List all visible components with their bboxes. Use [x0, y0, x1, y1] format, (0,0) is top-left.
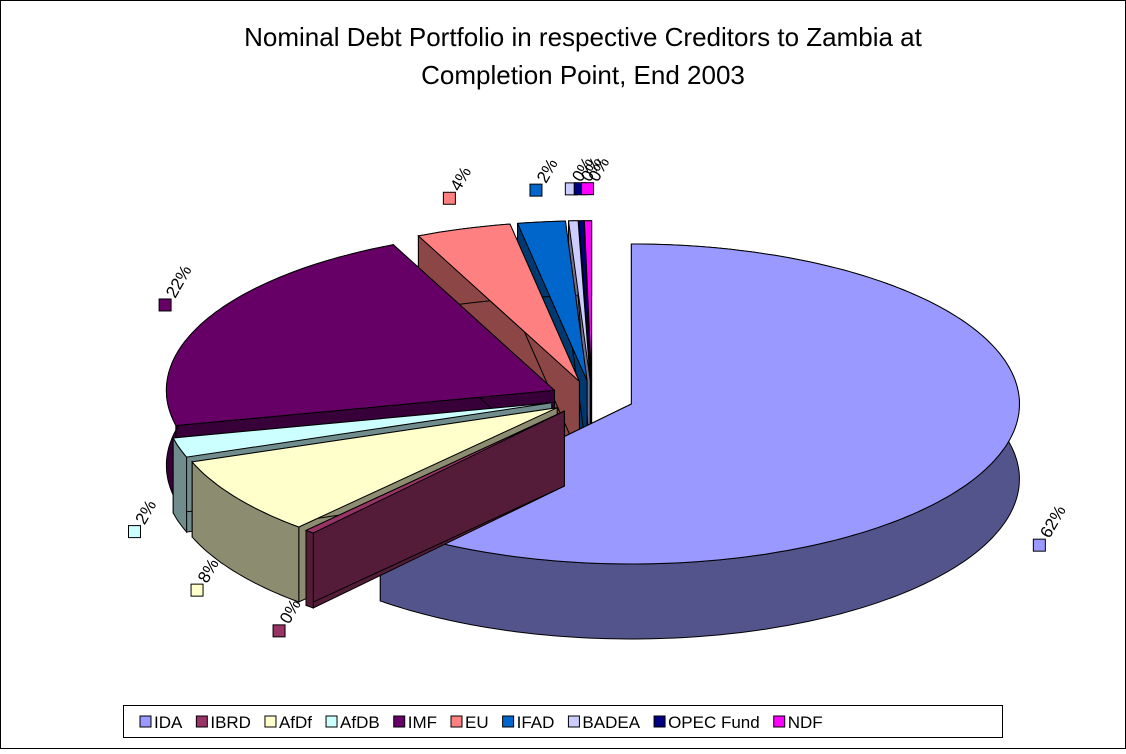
legend-label: OPEC Fund — [668, 713, 760, 732]
legend-label: AfDf — [279, 713, 312, 732]
legend-swatch — [264, 715, 277, 728]
pie: 62%0%8%2%22%4% 2% 0%0%0% — [127, 154, 1070, 640]
legend-swatch — [195, 715, 208, 728]
legend-swatch — [139, 715, 152, 728]
legend-swatch — [450, 715, 463, 728]
legend: IDA IBRD AfDf AfDB IMF EU IFAD BADEA OPEC Fund ND… — [139, 713, 823, 732]
label-key — [1032, 538, 1046, 552]
pie-slice — [304, 410, 565, 609]
legend-swatch — [502, 715, 515, 728]
label-key — [442, 191, 456, 205]
legend-label: EU — [465, 713, 489, 732]
legend-swatch — [653, 715, 666, 728]
slice-top — [417, 223, 580, 382]
chart-title: Nominal Debt Portfolio in respective Cre… — [244, 22, 923, 52]
legend-label: IBRD — [210, 713, 251, 732]
legend-label: NDF — [788, 713, 823, 732]
legend-label: AfDB — [340, 713, 380, 732]
slice-wall — [305, 529, 314, 609]
label-key — [190, 583, 204, 597]
slice-top — [304, 410, 565, 534]
label-key — [127, 525, 141, 539]
slice-top — [583, 220, 593, 381]
slice-top — [191, 407, 558, 528]
label-key — [158, 298, 172, 312]
legend-swatch — [325, 715, 338, 728]
slice-top — [165, 244, 556, 427]
legend-label: BADEA — [582, 713, 640, 732]
legend-swatch — [773, 715, 786, 728]
legend-label: IDA — [154, 713, 183, 732]
chart-title: Completion Point, End 2003 — [421, 60, 745, 90]
slice-top — [172, 402, 552, 458]
label-key — [529, 183, 543, 197]
slice-top — [567, 220, 591, 381]
legend-label: IFAD — [517, 713, 555, 732]
slice-top — [578, 220, 592, 381]
slice-top — [516, 220, 588, 382]
legend-swatch — [393, 715, 406, 728]
legend-label: IMF — [408, 713, 437, 732]
legend-swatch — [567, 715, 580, 728]
legend-box — [123, 705, 1003, 738]
label-key — [272, 624, 286, 638]
label-key — [581, 182, 595, 196]
